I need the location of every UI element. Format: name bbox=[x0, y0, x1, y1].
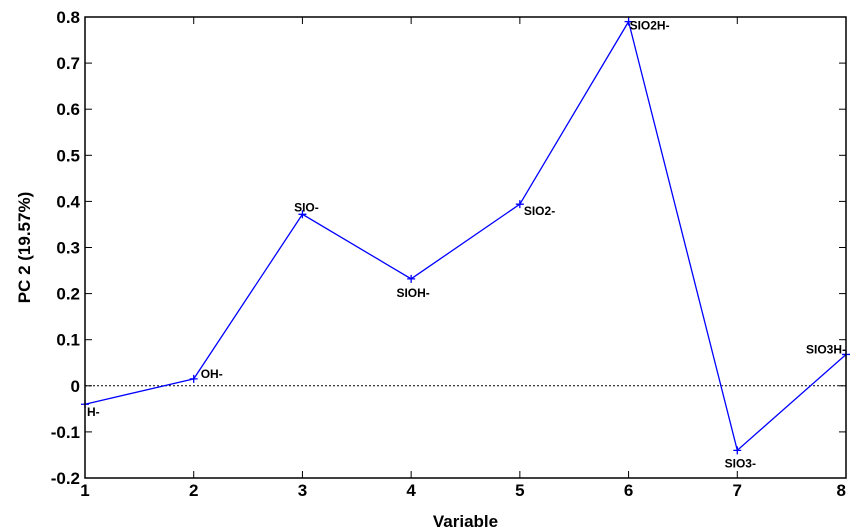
x-tick-label: 1 bbox=[80, 481, 89, 500]
plot-area-frame bbox=[84, 16, 847, 479]
data-point-label: SIO- bbox=[294, 200, 319, 214]
x-tick-label: 2 bbox=[189, 481, 198, 500]
data-point-marker bbox=[515, 200, 524, 209]
y-tick-label: 0.6 bbox=[56, 100, 80, 119]
x-tick-label: 7 bbox=[733, 481, 742, 500]
data-point-marker bbox=[407, 274, 416, 283]
y-axis-ticks: -0.2 -0.1 0 0.1 0.2 0.3 0.4 0.5 0.6 0.7 0.8 bbox=[51, 8, 846, 488]
x-tick-label: 4 bbox=[406, 481, 416, 500]
data-point-label: H- bbox=[87, 405, 100, 419]
x-tick-label: 6 bbox=[624, 481, 633, 500]
y-tick-label: 0.2 bbox=[56, 285, 80, 304]
data-point-marker bbox=[624, 17, 633, 26]
x-tick-label: 3 bbox=[298, 481, 307, 500]
data-point-label: OH- bbox=[201, 367, 223, 381]
y-tick-label: 0 bbox=[71, 377, 80, 396]
series-line bbox=[84, 19, 847, 452]
data-point-label: SIO2H- bbox=[630, 19, 670, 33]
data-point-label: SIO3H- bbox=[806, 342, 846, 356]
y-tick-label: -0.1 bbox=[51, 423, 80, 442]
x-axis-label: Variable bbox=[433, 512, 498, 531]
y-tick-label: 0.7 bbox=[56, 54, 80, 73]
y-axis-label: PC 2 (19.57%) bbox=[15, 192, 34, 304]
x-tick-label: 5 bbox=[515, 481, 524, 500]
data-point-label: SIO2- bbox=[524, 204, 555, 218]
y-tick-label: 0.5 bbox=[56, 146, 80, 165]
y-tick-label: 0.3 bbox=[56, 239, 80, 258]
series-group: H- OH- SIO- SIOH- SIO2- SIO2H- SIO3- SIO3H- bbox=[81, 17, 850, 470]
y-tick-label: 0.8 bbox=[56, 8, 80, 27]
data-point-marker bbox=[733, 446, 742, 455]
y-tick-label: 0.4 bbox=[56, 192, 80, 211]
data-point-marker bbox=[298, 210, 307, 219]
x-tick-label: 8 bbox=[837, 481, 846, 500]
data-point-marker bbox=[189, 374, 198, 383]
y-tick-label: -0.2 bbox=[51, 469, 80, 488]
data-point-label: SIO3- bbox=[725, 456, 756, 470]
data-point-label: SIOH- bbox=[396, 286, 429, 300]
y-tick-label: 0.1 bbox=[56, 331, 80, 350]
